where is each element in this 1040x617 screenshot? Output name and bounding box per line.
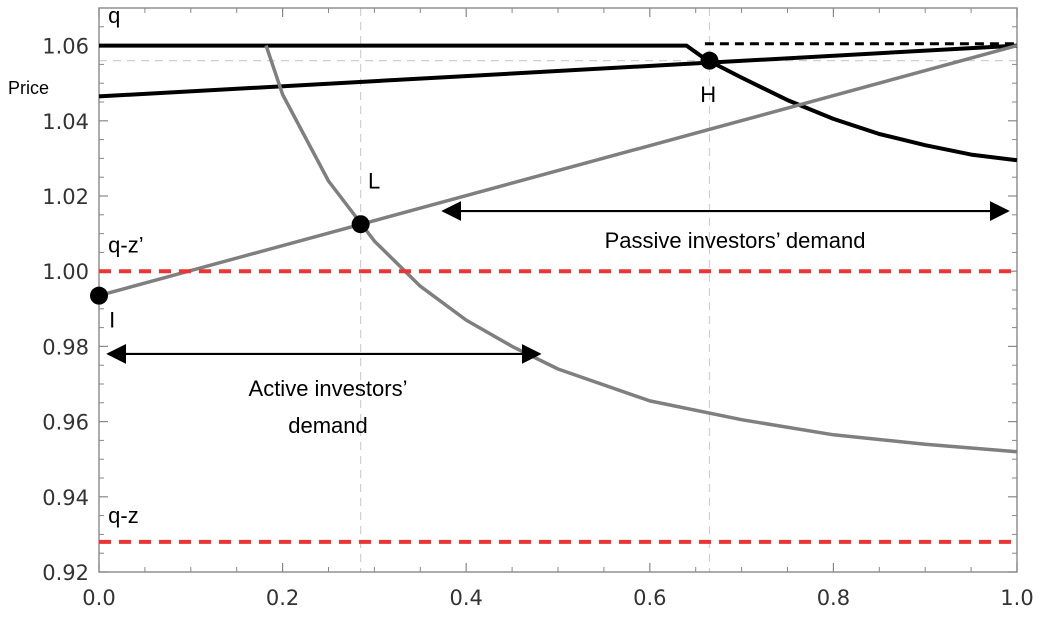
series-line-3 bbox=[98, 43, 1018, 298]
y-tick-label: 0.92 bbox=[42, 561, 89, 585]
x-tick-label: 0.0 bbox=[82, 586, 115, 610]
annotation-1: q-z’ bbox=[108, 232, 143, 257]
annotation-0: q bbox=[108, 3, 120, 28]
y-tick-label: 1.04 bbox=[42, 110, 89, 134]
y-axis-label: Price bbox=[8, 78, 49, 98]
y-tick-label: 0.96 bbox=[42, 411, 89, 435]
series-line-0 bbox=[99, 43, 1018, 163]
active-demand-label-line1: Active investors’ bbox=[249, 376, 408, 401]
point-layer bbox=[90, 51, 719, 305]
annotation-4: H bbox=[700, 82, 716, 107]
x-tick-label: 0.2 bbox=[266, 586, 299, 610]
y-tick-label: 1.00 bbox=[42, 260, 89, 284]
plot-frame: 0.0 0.2 0.4 0.6 0.8 1.0 0.92 0.94 0.96 0.98 1.00 1.… bbox=[42, 7, 1034, 610]
point-I bbox=[90, 286, 108, 305]
y-tick-label: 0.94 bbox=[42, 486, 89, 510]
x-tick-label: 1.0 bbox=[1000, 586, 1033, 610]
plot-border bbox=[98, 7, 1018, 573]
x-tick-label: 0.4 bbox=[449, 586, 482, 610]
x-tick-label: 0.6 bbox=[633, 586, 666, 610]
x-tick-label: 0.8 bbox=[817, 586, 850, 610]
text-layer: Price Active investors’ demand Passive inve… bbox=[8, 3, 865, 528]
y-tick-label: 0.98 bbox=[42, 335, 89, 359]
grid-layer bbox=[99, 8, 1017, 572]
annotation-2: q-z bbox=[108, 503, 139, 528]
point-L bbox=[351, 215, 370, 234]
point-H bbox=[700, 51, 719, 70]
y-tick-label: 1.02 bbox=[42, 185, 89, 209]
y-tick-label: 1.06 bbox=[42, 35, 89, 59]
active-demand-label-line2: demand bbox=[288, 413, 368, 438]
passive-demand-label: Passive investors’ demand bbox=[605, 228, 866, 253]
series-layer bbox=[98, 42, 1018, 544]
arrow-layer bbox=[106, 201, 1010, 364]
annotation-5: I bbox=[109, 308, 115, 333]
annotation-3: L bbox=[368, 168, 380, 193]
series-line-1 bbox=[98, 43, 1018, 99]
